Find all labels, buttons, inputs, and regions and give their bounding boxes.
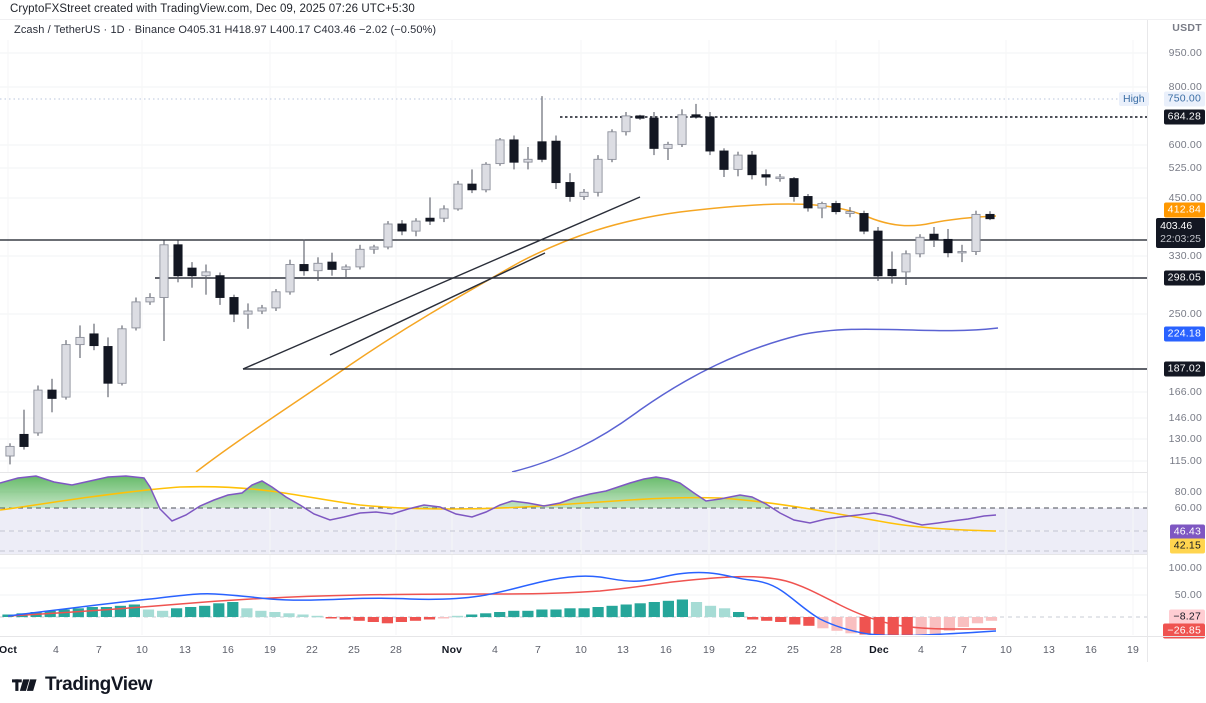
axis-tick: 80.00: [1174, 486, 1202, 498]
axis-value-pill[interactable]: −8.27: [1169, 609, 1205, 625]
time-tick: 4: [52, 644, 60, 656]
time-tick: 13: [178, 644, 192, 656]
time-tick: 4: [917, 644, 925, 656]
axis-tick: 50.00: [1174, 589, 1202, 601]
axis-tick: 60.00: [1174, 502, 1202, 514]
ma-orange-line: [195, 203, 997, 472]
axis-tick: 800.00: [1168, 81, 1202, 93]
axis-tick: 166.00: [1168, 386, 1202, 398]
chart-legend[interactable]: Zcash / TetherUS · 1D · Binance O405.31 …: [14, 24, 437, 36]
time-tick: 7: [534, 644, 542, 656]
rsi-ma-line: [0, 485, 997, 532]
bar-countdown: 22:03:25: [1160, 233, 1201, 245]
tradingview-mark-icon: [12, 678, 37, 691]
axis-value-pill[interactable]: 187.02: [1163, 361, 1205, 377]
rsi-chart-svg: [0, 473, 1147, 554]
time-tick: 10: [135, 644, 149, 656]
macd-signal-line: [7, 575, 996, 630]
pane-separator-1: [0, 472, 1206, 473]
axis-value-pill[interactable]: 42.15: [1169, 538, 1205, 554]
axis-value-pill[interactable]: 46.43: [1169, 524, 1205, 540]
time-tick: 19: [1126, 644, 1140, 656]
current-price-box[interactable]: 403.46 22:03:25: [1156, 218, 1205, 248]
horizontal-gridlines: [0, 52, 1147, 462]
time-tick: 25: [786, 644, 800, 656]
axis-tick: 146.00: [1168, 412, 1202, 424]
rsi-pane[interactable]: [0, 473, 1147, 554]
time-tick: 10: [999, 644, 1013, 656]
ma-blue-line: [511, 327, 999, 472]
axis-tick: 330.00: [1168, 250, 1202, 262]
time-tick: 16: [659, 644, 673, 656]
macd-line: [7, 571, 997, 635]
time-tick: 16: [1084, 644, 1098, 656]
axis-value-pill[interactable]: 224.18: [1163, 326, 1205, 342]
time-tick: 22: [305, 644, 319, 656]
axis-tick: 450.00: [1168, 192, 1202, 204]
time-tick: Nov: [441, 644, 463, 656]
time-tick: 19: [702, 644, 716, 656]
axis-tick: 950.00: [1168, 47, 1202, 59]
trendline-rising-inner[interactable]: [329, 252, 546, 356]
price-pane[interactable]: [0, 40, 1147, 472]
axis-currency-unit: USDT: [1172, 22, 1202, 34]
time-tick: Dec: [869, 644, 889, 656]
time-tick: 25: [347, 644, 361, 656]
time-tick: 13: [616, 644, 630, 656]
header-divider: [0, 19, 1206, 20]
vertical-gridlines: [7, 40, 1134, 472]
high-marker-label: High: [1119, 92, 1149, 106]
time-axis[interactable]: Oct 4 7 10 13 16 19 22 25 28 Nov 4 7 10 13 16 19 22 25 28 De…: [0, 636, 1147, 663]
axis-tick: 525.00: [1168, 162, 1202, 174]
axis-value-pill[interactable]: 298.05: [1163, 270, 1205, 286]
axis-tick: 600.00: [1168, 139, 1202, 151]
axis-tick: 250.00: [1168, 308, 1202, 320]
price-axis[interactable]: USDT 950.00 800.00750.00 600.00 525.00 450.0…: [1147, 20, 1206, 703]
time-tick: 22: [744, 644, 758, 656]
axis-value-pill[interactable]: 412.84: [1163, 202, 1205, 218]
axis-tick: 100.00: [1168, 562, 1202, 574]
time-tick: Oct: [0, 644, 18, 656]
time-tick: 28: [829, 644, 843, 656]
macd-histogram: [2, 599, 998, 635]
current-price-value: 403.46: [1160, 220, 1193, 232]
axis-tick: 130.00: [1168, 433, 1202, 445]
macd-chart-svg: [0, 555, 1147, 635]
time-tick: 7: [95, 644, 103, 656]
tradingview-logo[interactable]: TradingView: [12, 674, 153, 696]
pane-separator-2: [0, 554, 1206, 555]
trendline-rising-support[interactable]: [242, 196, 641, 370]
time-tick: 16: [221, 644, 235, 656]
time-tick: 13: [1042, 644, 1056, 656]
time-tick: 7: [960, 644, 968, 656]
macd-gridlines: [0, 567, 1147, 596]
axis-tick: 115.00: [1169, 455, 1202, 467]
time-tick: 28: [389, 644, 403, 656]
tradingview-wordmark: TradingView: [45, 674, 153, 695]
axis-value-pill[interactable]: −26.85: [1163, 623, 1205, 639]
attribution-text: CryptoFXStreet created with TradingView.…: [10, 3, 415, 15]
candlestick-series[interactable]: [5, 96, 995, 465]
time-tick: 10: [574, 644, 588, 656]
macd-pane[interactable]: [0, 555, 1147, 635]
price-chart-svg: [0, 40, 1147, 472]
axis-value-pill[interactable]: 684.28: [1163, 109, 1205, 125]
time-tick: 19: [263, 644, 277, 656]
footer: [0, 662, 1206, 703]
time-axis-corner: [1147, 636, 1206, 663]
high-value-pill: 750.00: [1163, 91, 1205, 107]
time-tick: 4: [491, 644, 499, 656]
rsi-line: [0, 475, 997, 526]
